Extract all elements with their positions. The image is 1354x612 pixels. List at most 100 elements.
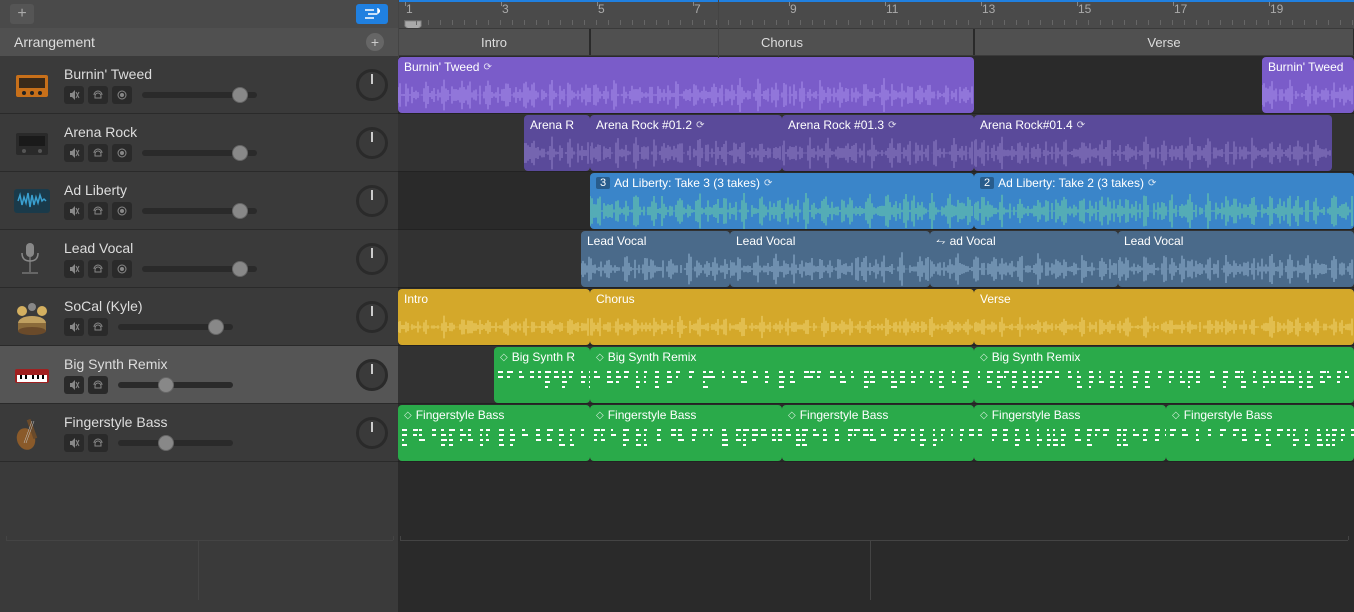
region[interactable]: ⥊ad Vocal: [930, 231, 1118, 287]
volume-thumb[interactable]: [232, 87, 248, 103]
record-button[interactable]: [112, 202, 132, 220]
track-body: Arena Rock: [64, 124, 346, 162]
track-row[interactable]: Arena Rock: [0, 114, 398, 172]
region[interactable]: Arena Rock #01.2⟳: [590, 115, 782, 171]
volume-thumb[interactable]: [158, 435, 174, 451]
track-row[interactable]: Fingerstyle Bass: [0, 404, 398, 462]
record-button[interactable]: [112, 144, 132, 162]
track-icon: [10, 63, 54, 107]
pan-knob[interactable]: [356, 417, 388, 449]
solo-button[interactable]: [88, 144, 108, 162]
region-label: Ad Liberty: Take 2 (3 takes): [998, 176, 1144, 190]
track-row[interactable]: SoCal (Kyle): [0, 288, 398, 346]
pan-knob[interactable]: [356, 243, 388, 275]
region-label: Fingerstyle Bass: [416, 408, 505, 422]
volume-slider[interactable]: [118, 324, 233, 330]
track-row[interactable]: Burnin' Tweed: [0, 56, 398, 114]
region-header: Lead Vocal: [1118, 231, 1354, 251]
region[interactable]: ◇Fingerstyle Bass: [398, 405, 590, 461]
arrangement-marker[interactable]: Chorus: [590, 29, 974, 55]
track-lane[interactable]: ◇Big Synth R◇Big Synth Remix◇Big Synth R…: [398, 346, 1354, 404]
pan-knob[interactable]: [356, 301, 388, 333]
volume-slider[interactable]: [142, 208, 257, 214]
track-lane[interactable]: IntroChorusVerse: [398, 288, 1354, 346]
arrangement-marker[interactable]: Intro: [398, 29, 590, 55]
loop-icon: ⟳: [1148, 178, 1156, 189]
waveform: [730, 251, 930, 287]
solo-button[interactable]: [88, 434, 108, 452]
region[interactable]: Arena R: [524, 115, 590, 171]
mute-button[interactable]: [64, 86, 84, 104]
volume-slider[interactable]: [142, 92, 257, 98]
region[interactable]: Verse: [974, 289, 1354, 345]
track-lane[interactable]: Burnin' Tweed⟳ Burnin' Tweed: [398, 56, 1354, 114]
track-lane[interactable]: Arena RArena Rock #01.2⟳Arena Rock #01.3…: [398, 114, 1354, 172]
volume-thumb[interactable]: [208, 319, 224, 335]
mute-button[interactable]: [64, 144, 84, 162]
volume-thumb[interactable]: [158, 377, 174, 393]
mute-button[interactable]: [64, 202, 84, 220]
solo-button[interactable]: [88, 260, 108, 278]
waveform: [398, 77, 974, 113]
region[interactable]: Lead Vocal: [581, 231, 730, 287]
solo-button[interactable]: [88, 318, 108, 336]
mute-button[interactable]: [64, 434, 84, 452]
volume-thumb[interactable]: [232, 203, 248, 219]
volume-thumb[interactable]: [232, 145, 248, 161]
region[interactable]: ◇Big Synth R: [494, 347, 590, 403]
track-name: Big Synth Remix: [64, 356, 346, 372]
region[interactable]: Burnin' Tweed: [1262, 57, 1354, 113]
annotation-line: [718, 0, 719, 58]
mute-button[interactable]: [64, 318, 84, 336]
add-track-button[interactable]: +: [10, 4, 34, 24]
pan-knob[interactable]: [356, 359, 388, 391]
region[interactable]: ◇Fingerstyle Bass: [974, 405, 1166, 461]
region[interactable]: Arena Rock#01.4⟳: [974, 115, 1332, 171]
track-lane[interactable]: 3Ad Liberty: Take 3 (3 takes)⟳2Ad Libert…: [398, 172, 1354, 230]
track-lane[interactable]: Lead VocalLead Vocal⥊ad VocalLead Vocal: [398, 230, 1354, 288]
region[interactable]: 3Ad Liberty: Take 3 (3 takes)⟳: [590, 173, 974, 229]
solo-button[interactable]: [88, 86, 108, 104]
track-row[interactable]: Ad Liberty: [0, 172, 398, 230]
solo-button[interactable]: [88, 202, 108, 220]
arrangement-bar[interactable]: IntroChorusVerse: [398, 28, 1354, 56]
region-header: Arena Rock#01.4⟳: [974, 115, 1332, 135]
filter-button[interactable]: [356, 4, 388, 24]
region[interactable]: ◇Fingerstyle Bass: [590, 405, 782, 461]
track-row[interactable]: Big Synth Remix: [0, 346, 398, 404]
region[interactable]: ◇Fingerstyle Bass: [1166, 405, 1354, 461]
mute-button[interactable]: [64, 260, 84, 278]
region[interactable]: 2Ad Liberty: Take 2 (3 takes)⟳: [974, 173, 1354, 229]
track-lane[interactable]: ◇Fingerstyle Bass◇Fingerstyle Bass◇Finge…: [398, 404, 1354, 462]
loop-icon: ◇: [596, 352, 604, 363]
tracks-area[interactable]: Burnin' Tweed⟳Burnin' TweedArena RArena …: [398, 56, 1354, 612]
pan-knob[interactable]: [356, 185, 388, 217]
region-header: Lead Vocal: [730, 231, 930, 251]
region[interactable]: Lead Vocal: [1118, 231, 1354, 287]
mute-button[interactable]: [64, 376, 84, 394]
volume-slider[interactable]: [142, 150, 257, 156]
track-name: Fingerstyle Bass: [64, 414, 346, 430]
ruler[interactable]: 135791113151719: [398, 0, 1354, 28]
record-button[interactable]: [112, 86, 132, 104]
region[interactable]: ◇Big Synth Remix: [590, 347, 974, 403]
region[interactable]: ◇Big Synth Remix: [974, 347, 1354, 403]
region[interactable]: Lead Vocal: [730, 231, 930, 287]
pan-knob[interactable]: [356, 127, 388, 159]
volume-slider[interactable]: [118, 382, 233, 388]
region[interactable]: Burnin' Tweed⟳: [398, 57, 974, 113]
region[interactable]: Chorus: [590, 289, 974, 345]
pan-knob[interactable]: [356, 69, 388, 101]
track-row[interactable]: Lead Vocal: [0, 230, 398, 288]
region[interactable]: Arena Rock #01.3⟳: [782, 115, 974, 171]
region[interactable]: Intro: [398, 289, 590, 345]
volume-thumb[interactable]: [232, 261, 248, 277]
volume-slider[interactable]: [142, 266, 257, 272]
volume-slider[interactable]: [118, 440, 233, 446]
region[interactable]: ◇Fingerstyle Bass: [782, 405, 974, 461]
solo-button[interactable]: [88, 376, 108, 394]
loop-icon: ⟳: [483, 62, 491, 73]
arrangement-marker[interactable]: Verse: [974, 29, 1354, 55]
arrangement-add-button[interactable]: +: [366, 33, 384, 51]
record-button[interactable]: [112, 260, 132, 278]
